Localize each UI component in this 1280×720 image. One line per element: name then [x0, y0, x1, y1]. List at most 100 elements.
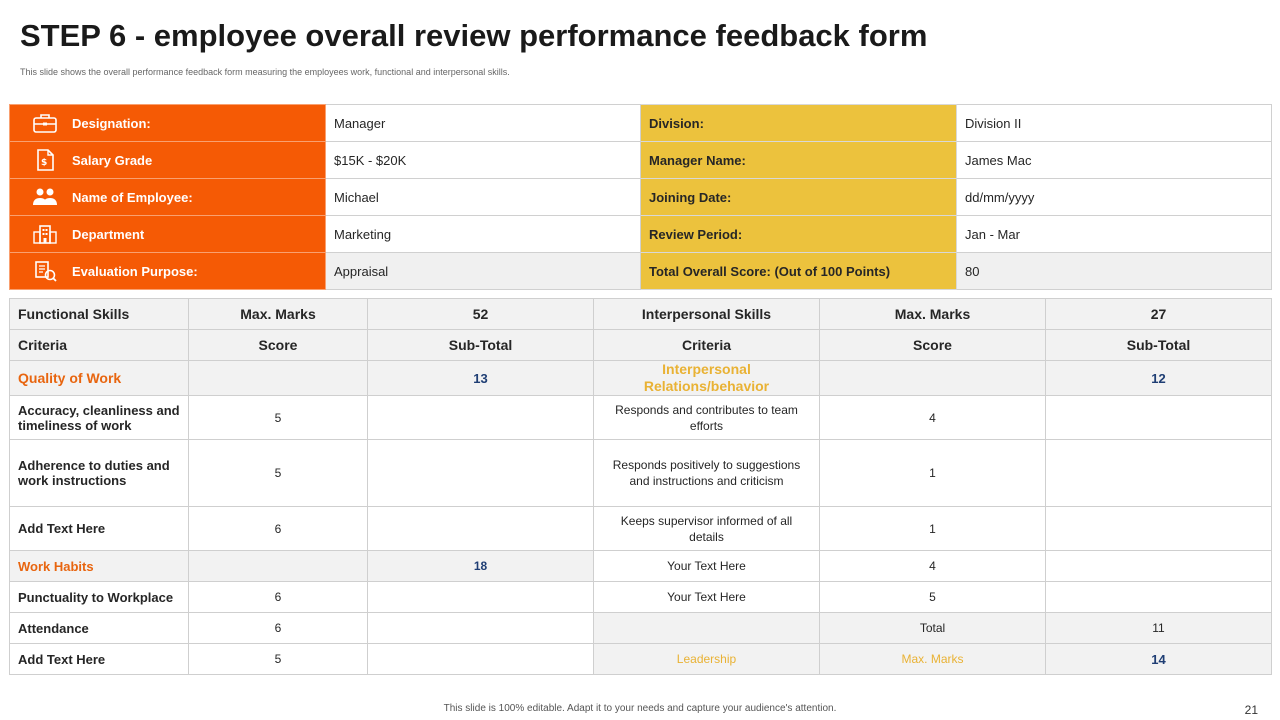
- score-cell: 6: [188, 612, 368, 644]
- empty-cell: [188, 550, 368, 582]
- slide-subtitle: This slide shows the overall performance…: [20, 67, 510, 77]
- briefcase-icon: [32, 111, 58, 135]
- designation-value: Manager: [325, 104, 641, 142]
- joining-date-value: dd/mm/yyyy: [956, 178, 1272, 216]
- info-label-cell: Name of Employee:: [9, 178, 326, 216]
- department-label: Department: [72, 226, 145, 242]
- review-period-label: Review Period:: [640, 215, 957, 253]
- score-cell: 5: [188, 439, 368, 507]
- max-marks-header: Max. Marks: [819, 298, 1046, 330]
- leadership-value: 14: [1045, 643, 1272, 675]
- building-icon: [32, 222, 58, 246]
- empty-cell: [367, 643, 594, 675]
- criteria-cell: Punctuality to Workplace: [9, 581, 189, 613]
- info-row-employee: Name of Employee: Michael Joining Date: …: [9, 178, 1272, 216]
- empty-cell: [1045, 439, 1272, 507]
- ip-score-cell: 1: [819, 439, 1046, 507]
- skills-subheader-row: Criteria Score Sub-Total Criteria Score …: [9, 329, 1272, 361]
- info-label-cell: Designation:: [9, 104, 326, 142]
- max-marks-header: Max. Marks: [188, 298, 368, 330]
- ip-score-cell: 5: [819, 581, 1046, 613]
- page-number: 21: [1244, 703, 1258, 717]
- criteria-cell: Attendance: [9, 612, 189, 644]
- empty-cell: [188, 360, 368, 396]
- score-header: Score: [819, 329, 1046, 361]
- info-row-salary: $ Salary Grade $15K - $20K Manager Name:…: [9, 141, 1272, 179]
- svg-text:$: $: [41, 158, 47, 168]
- interpersonal-relations-label: Interpersonal Relations/behavior: [593, 360, 820, 396]
- ip-score-cell: 1: [819, 506, 1046, 551]
- work-habits-subtotal: 18: [367, 550, 594, 582]
- criteria-cell: Add Text Here: [9, 506, 189, 551]
- score-cell: 6: [188, 506, 368, 551]
- empty-cell: [1045, 395, 1272, 440]
- evaluation-icon: [32, 259, 58, 283]
- designation-label: Designation:: [72, 115, 151, 131]
- table-row: Add Text Here 6 Keeps supervisor informe…: [9, 506, 1272, 551]
- empty-cell: [367, 581, 594, 613]
- department-value: Marketing: [325, 215, 641, 253]
- ip-criteria-cell: Your Text Here: [593, 550, 820, 582]
- table-row: Accuracy, cleanliness and timeliness of …: [9, 395, 1272, 440]
- score-cell: 5: [188, 395, 368, 440]
- joining-date-label: Joining Date:: [640, 178, 957, 216]
- criteria-header: Criteria: [9, 329, 189, 361]
- empty-cell: [819, 360, 1046, 396]
- score-cell: 5: [188, 643, 368, 675]
- info-label-cell: $ Salary Grade: [9, 141, 326, 179]
- total-value: 11: [1045, 612, 1272, 644]
- salary-grade-value: $15K - $20K: [325, 141, 641, 179]
- salary-grade-label: Salary Grade: [72, 152, 153, 168]
- table-row: Attendance 6 Total 11: [9, 612, 1272, 644]
- manager-name-label: Manager Name:: [640, 141, 957, 179]
- footer-note: This slide is 100% editable. Adapt it to…: [443, 703, 837, 714]
- table-row: Punctuality to Workplace 6 Your Text Her…: [9, 581, 1272, 613]
- interpersonal-relations-subtotal: 12: [1045, 360, 1272, 396]
- info-row-department: Department Marketing Review Period: Jan …: [9, 215, 1272, 253]
- leadership-max-label: Max. Marks: [819, 643, 1046, 675]
- skills-table: Functional Skills Max. Marks 52 Interper…: [9, 298, 1272, 675]
- manager-name-value: James Mac: [956, 141, 1272, 179]
- evaluation-purpose-label: Evaluation Purpose:: [72, 263, 198, 279]
- empty-cell: [367, 395, 594, 440]
- score-cell: 6: [188, 581, 368, 613]
- table-row: Work Habits 18 Your Text Here 4: [9, 550, 1272, 582]
- total-score-label: Total Overall Score: (Out of 100 Points): [640, 252, 957, 290]
- table-row: Quality of Work 13 Interpersonal Relatio…: [9, 360, 1272, 396]
- division-value: Division II: [956, 104, 1272, 142]
- work-habits-label: Work Habits: [9, 550, 189, 582]
- employee-name-label: Name of Employee:: [72, 189, 193, 205]
- division-label: Division:: [640, 104, 957, 142]
- empty-cell: [367, 439, 594, 507]
- skills-header-row: Functional Skills Max. Marks 52 Interper…: [9, 298, 1272, 330]
- empty-cell: [367, 506, 594, 551]
- subtotal-header: Sub-Total: [367, 329, 594, 361]
- table-row: Adherence to duties and work instruction…: [9, 439, 1272, 507]
- ip-score-cell: 4: [819, 550, 1046, 582]
- evaluation-purpose-value: Appraisal: [325, 252, 641, 290]
- info-label-cell: Evaluation Purpose:: [9, 252, 326, 290]
- people-icon: [32, 185, 58, 209]
- subtotal-header: Sub-Total: [1045, 329, 1272, 361]
- score-header: Score: [188, 329, 368, 361]
- employee-name-value: Michael: [325, 178, 641, 216]
- empty-cell: [1045, 506, 1272, 551]
- functional-skills-header: Functional Skills: [9, 298, 189, 330]
- quality-of-work-label: Quality of Work: [9, 360, 189, 396]
- ip-criteria-cell: Keeps supervisor informed of all details: [593, 506, 820, 551]
- criteria-cell: Add Text Here: [9, 643, 189, 675]
- empty-cell: [1045, 550, 1272, 582]
- review-period-value: Jan - Mar: [956, 215, 1272, 253]
- interpersonal-skills-header: Interpersonal Skills: [593, 298, 820, 330]
- criteria-cell: Adherence to duties and work instruction…: [9, 439, 189, 507]
- salary-document-icon: $: [32, 148, 58, 172]
- empty-cell: [367, 612, 594, 644]
- slide-title: STEP 6 - employee overall review perform…: [20, 18, 928, 53]
- total-score-value: 80: [956, 252, 1272, 290]
- empty-cell: [1045, 581, 1272, 613]
- info-row-evaluation: Evaluation Purpose: Appraisal Total Over…: [9, 252, 1272, 290]
- table-row: Add Text Here 5 Leadership Max. Marks 14: [9, 643, 1272, 675]
- info-row-designation: Designation: Manager Division: Division …: [9, 104, 1272, 142]
- interpersonal-max-value: 27: [1045, 298, 1272, 330]
- ip-criteria-cell: Responds positively to suggestions and i…: [593, 439, 820, 507]
